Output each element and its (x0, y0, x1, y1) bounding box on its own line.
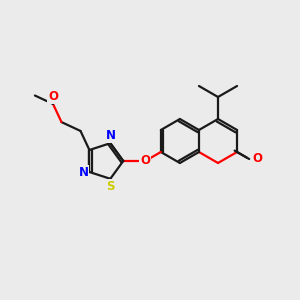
Text: S: S (106, 180, 115, 193)
Text: N: N (78, 166, 88, 178)
Text: O: O (140, 154, 150, 167)
Text: N: N (106, 129, 116, 142)
Text: O: O (252, 152, 262, 166)
Text: O: O (48, 90, 58, 103)
